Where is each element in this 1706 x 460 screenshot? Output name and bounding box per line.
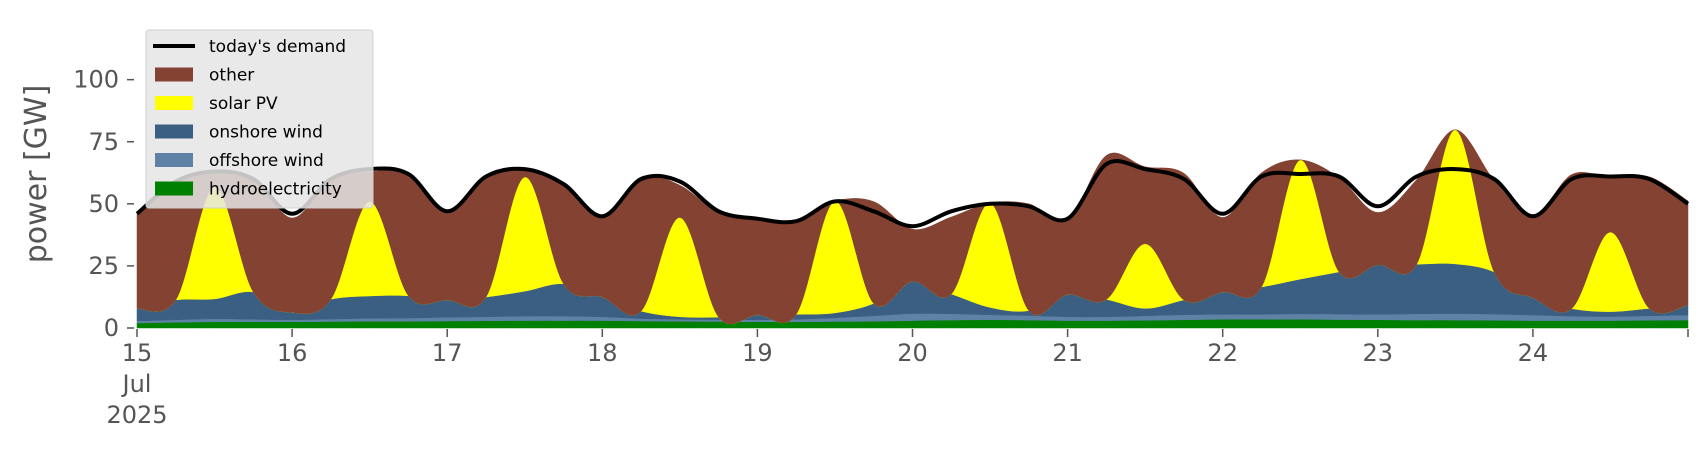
legend-label: other bbox=[209, 66, 254, 86]
y-tick-label: 50 bbox=[88, 190, 119, 218]
x-tick-label: 21 bbox=[1052, 339, 1083, 367]
legend: today's demand other solar PV onshore wind o… bbox=[145, 29, 374, 209]
x-tick-label: 2025 bbox=[106, 401, 167, 429]
legend-swatch-onshore-wind bbox=[155, 124, 193, 139]
legend-swatch-solar-pv bbox=[155, 96, 193, 110]
y-tick-label: 100 bbox=[73, 66, 119, 94]
y-axis-title: power [GW] bbox=[19, 85, 54, 264]
legend-label: onshore wind bbox=[209, 123, 323, 143]
x-tick-label: 19 bbox=[742, 339, 773, 367]
y-tick-label: 75 bbox=[88, 128, 119, 156]
y-tick-label: 0 bbox=[104, 314, 119, 342]
x-tick-label: 17 bbox=[432, 339, 463, 367]
x-tick-label: 20 bbox=[897, 339, 928, 367]
legend-swatch-offshore-wind bbox=[155, 153, 193, 167]
legend-swatch-hydroelectricity bbox=[155, 181, 193, 196]
x-tick-label: 24 bbox=[1518, 339, 1549, 367]
axes: 0 25 50 75 100 15 Jul 2025 16 17 18 19 20 21 22 23 24 bbox=[73, 66, 1689, 429]
legend-label: offshore wind bbox=[209, 151, 324, 171]
demand-line-layer bbox=[135, 159, 1690, 229]
x-tick-label: 23 bbox=[1363, 339, 1394, 367]
x-tick-label: 22 bbox=[1207, 339, 1238, 367]
legend-label: solar PV bbox=[209, 94, 278, 114]
y-tick-label: 25 bbox=[88, 252, 119, 280]
stacked-areas bbox=[136, 129, 1689, 329]
x-tick-label: Jul bbox=[121, 370, 152, 398]
x-tick-label: 18 bbox=[587, 339, 618, 367]
legend-label: hydroelectricity bbox=[209, 180, 342, 200]
x-tick-label: 16 bbox=[277, 339, 308, 367]
legend-swatch-other bbox=[155, 67, 193, 82]
x-tick-label: 15 bbox=[122, 339, 153, 367]
line-demand bbox=[135, 159, 1690, 229]
legend-label: today's demand bbox=[209, 37, 346, 57]
legend-box bbox=[145, 29, 374, 209]
